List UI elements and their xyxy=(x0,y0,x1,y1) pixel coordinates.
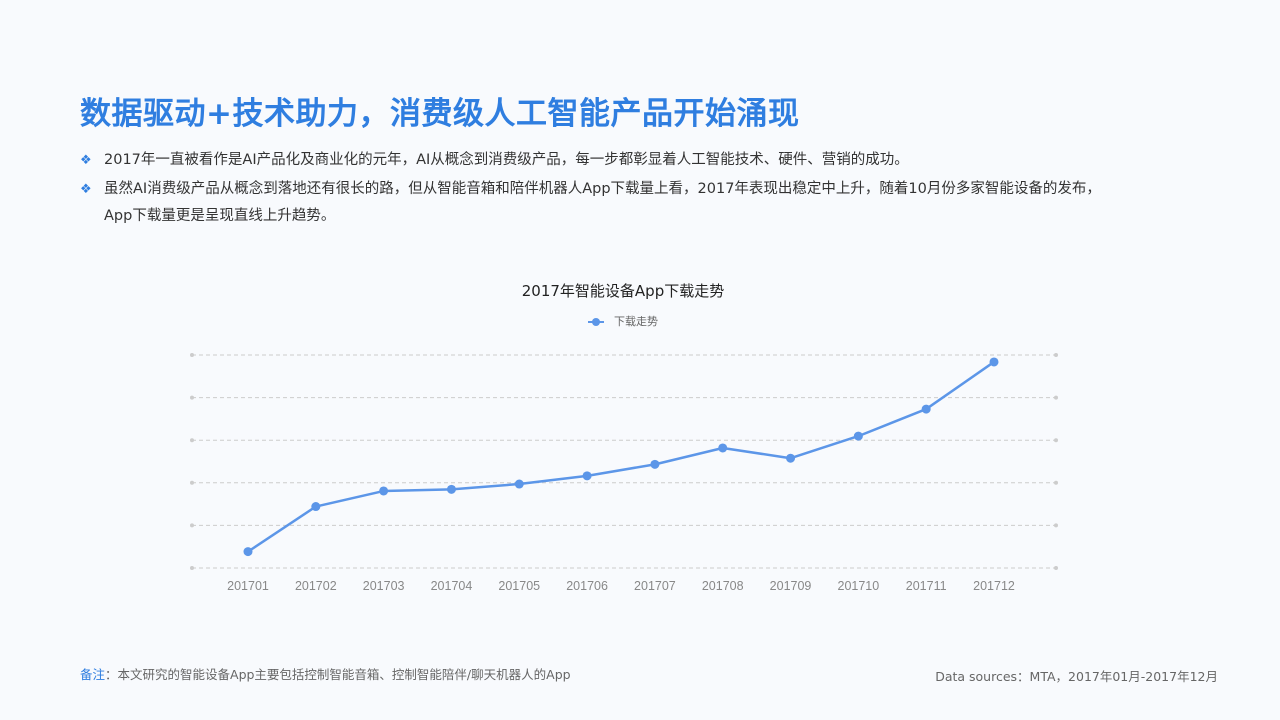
gridline-end-dot xyxy=(1054,438,1058,443)
x-tick-label: 201703 xyxy=(363,579,405,593)
data-point xyxy=(311,502,321,512)
footnote-label: 备注 xyxy=(80,667,106,682)
data-point xyxy=(921,404,931,414)
x-tick-label: 201702 xyxy=(295,579,337,593)
x-tick-label: 201706 xyxy=(566,579,608,593)
bullet-list: ❖ 2017年一直被看作是AI产品化及商业化的元年，AI从概念到消费级产品，每一… xyxy=(80,147,1110,232)
x-tick-label: 201701 xyxy=(227,579,269,593)
data-source: Data sources：MTA，2017年01月-2017年12月 xyxy=(935,669,1218,684)
diamond-bullet-icon: ❖ xyxy=(80,153,92,168)
data-point xyxy=(786,453,796,463)
x-tick-label: 201709 xyxy=(770,579,812,593)
x-tick-label: 201711 xyxy=(906,579,947,593)
data-point xyxy=(582,471,592,481)
bullet-item: ❖ 虽然AI消费级产品从概念到落地还有很长的路，但从智能音箱和陪伴机器人App下… xyxy=(80,176,1110,230)
gridline-end-dot xyxy=(1054,480,1058,485)
legend-label: 下载走势 xyxy=(614,315,658,328)
data-point xyxy=(446,484,456,494)
x-tick-label: 201710 xyxy=(838,579,880,593)
legend-line-marker-icon xyxy=(588,317,604,327)
gridline-end-dot xyxy=(190,353,194,357)
chart-title: 2017年智能设备App下载走势 xyxy=(521,282,725,300)
x-tick-label: 201705 xyxy=(498,579,540,593)
gridline-end-dot xyxy=(190,395,194,400)
gridline-end-dot xyxy=(1054,566,1058,570)
gridline-end-dot xyxy=(1054,523,1058,528)
footnote-text: ：本文研究的智能设备App主要包括控制智能音箱、控制智能陪伴/聊天机器人的App xyxy=(105,667,571,682)
bullet-text: 虽然AI消费级产品从概念到落地还有很长的路，但从智能音箱和陪伴机器人App下载量… xyxy=(104,181,1101,224)
diamond-bullet-icon: ❖ xyxy=(80,182,92,197)
series-line xyxy=(247,360,995,553)
data-point xyxy=(989,357,999,367)
gridline-end-dot xyxy=(190,480,194,485)
gridline-end-dot xyxy=(1054,395,1058,400)
x-tick-label: 201707 xyxy=(634,579,676,593)
x-tick-label: 201708 xyxy=(702,579,744,593)
x-tick-label: 201704 xyxy=(431,579,473,593)
page-title: 数据驱动+技术助力，消费级人工智能产品开始涌现 xyxy=(80,96,800,132)
x-tick-label: 201712 xyxy=(973,579,1015,593)
chart-legend: 下载走势 xyxy=(0,313,1246,329)
gridline-end-dot xyxy=(190,566,194,570)
data-point xyxy=(650,459,660,469)
data-point xyxy=(514,479,524,489)
gridline-end-dot xyxy=(190,438,194,443)
data-point xyxy=(243,547,253,557)
footnote: 备注：本文研究的智能设备App主要包括控制智能音箱、控制智能陪伴/聊天机器人的A… xyxy=(80,664,571,683)
bullet-text: 2017年一直被看作是AI产品化及商业化的元年，AI从概念到消费级产品，每一步都… xyxy=(104,152,909,168)
gridline-end-dot xyxy=(190,523,194,528)
data-point xyxy=(379,486,389,496)
bullet-item: ❖ 2017年一直被看作是AI产品化及商业化的元年，AI从概念到消费级产品，每一… xyxy=(80,147,1110,174)
data-point xyxy=(718,443,728,453)
gridline-end-dot xyxy=(1054,353,1058,357)
data-point xyxy=(853,431,863,441)
